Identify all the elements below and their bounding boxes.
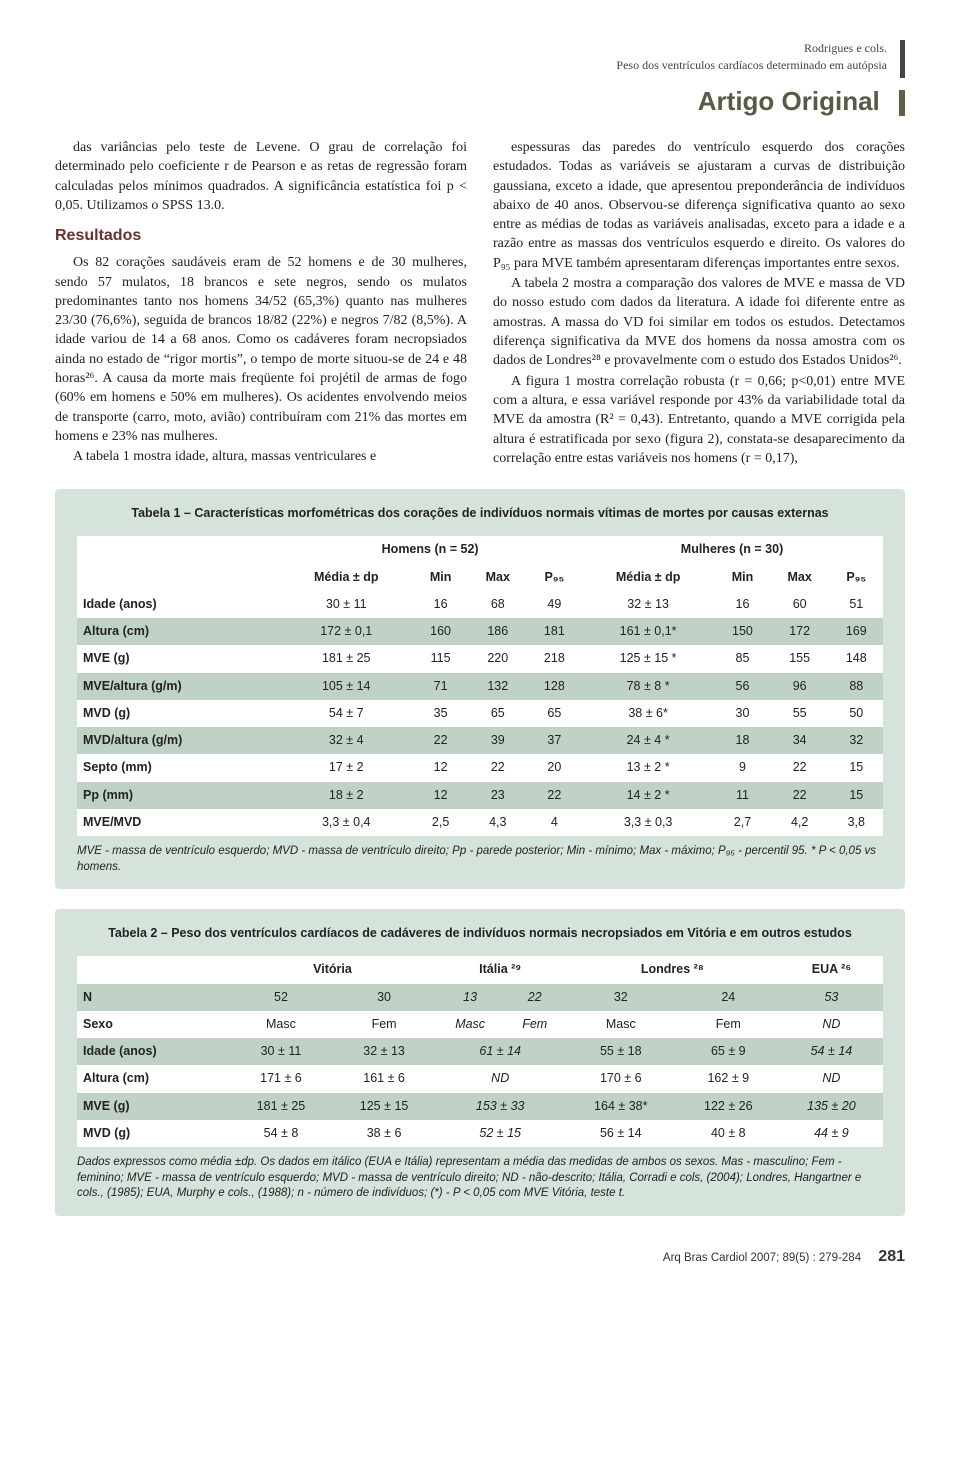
column-left: das variâncias pelo teste de Levene. O g…	[55, 138, 467, 469]
resultados-heading: Resultados	[55, 225, 467, 247]
table-row: MVD/altura (g/m)32 ± 422393724 ± 4 *1834…	[77, 727, 883, 754]
table-row: SexoMascFemMascFemMascFemND	[77, 1011, 883, 1038]
table-2-grid: Vitória Itália ²⁹ Londres ²⁸ EUA ²⁶ N523…	[77, 956, 883, 1147]
table-1-footnote: MVE - massa de ventrículo esquerdo; MVD …	[77, 844, 883, 875]
table-row: Septo (mm)17 ± 212222013 ± 2 *92215	[77, 754, 883, 781]
th-mulheres: Mulheres (n = 30)	[581, 536, 883, 563]
para-l1: das variâncias pelo teste de Levene. O g…	[55, 138, 467, 215]
table-1-title: Tabela 1 – Características morfométricas…	[77, 505, 883, 522]
section-label-text: Artigo Original	[698, 86, 880, 116]
header-rule	[900, 40, 905, 78]
table-row: MVE/altura (g/m)105 ± 147113212878 ± 8 *…	[77, 673, 883, 700]
table-row: MVD (g)54 ± 838 ± 652 ± 1556 ± 1440 ± 84…	[77, 1120, 883, 1147]
running-title: Peso dos ventrículos cardíacos determina…	[616, 58, 887, 72]
page-footer: Arq Bras Cardiol 2007; 89(5) : 279-284 2…	[55, 1246, 905, 1268]
section-mark	[899, 90, 905, 116]
table-row: Idade (anos)30 ± 1132 ± 1361 ± 1455 ± 18…	[77, 1038, 883, 1065]
table-row: N52301322322453	[77, 984, 883, 1011]
section-label: Artigo Original	[55, 84, 905, 120]
para-r2: A tabela 2 mostra a comparação dos valor…	[493, 274, 905, 371]
table-1: Tabela 1 – Características morfométricas…	[55, 489, 905, 889]
table-row: Altura (cm)172 ± 0,1160186181161 ± 0,1*1…	[77, 618, 883, 645]
citation: Arq Bras Cardiol 2007; 89(5) : 279-284	[663, 1252, 861, 1264]
running-head: Rodrigues e cols. Peso dos ventrículos c…	[55, 40, 905, 78]
table-1-group-row: Homens (n = 52) Mulheres (n = 30)	[77, 536, 883, 563]
table-row: Altura (cm)171 ± 6161 ± 6ND170 ± 6162 ± …	[77, 1065, 883, 1092]
table-1-grid: Homens (n = 52) Mulheres (n = 30) Média …	[77, 536, 883, 836]
table-row: Idade (anos)30 ± 1116684932 ± 13166051	[77, 591, 883, 618]
page-number: 281	[878, 1248, 905, 1265]
table-2: Tabela 2 – Peso dos ventrículos cardíaco…	[55, 909, 905, 1216]
para-l3: A tabela 1 mostra idade, altura, massas …	[55, 447, 467, 466]
para-r1: espessuras das paredes do ventrículo esq…	[493, 138, 905, 273]
column-right: espessuras das paredes do ventrículo esq…	[493, 138, 905, 469]
table-row: MVE (g)181 ± 25115220218125 ± 15 *851551…	[77, 645, 883, 672]
table-1-col-row: Média ± dp Min Max P₉₅ Média ± dp Min Ma…	[77, 564, 883, 591]
table-row: MVD (g)54 ± 735656538 ± 6*305550	[77, 700, 883, 727]
table-2-title: Tabela 2 – Peso dos ventrículos cardíaco…	[77, 925, 883, 942]
table-row: MVE/MVD3,3 ± 0,42,54,343,3 ± 0,32,74,23,…	[77, 809, 883, 836]
para-r3: A figura 1 mostra correlação robusta (r …	[493, 372, 905, 469]
para-l2: Os 82 corações saudáveis eram de 52 home…	[55, 253, 467, 446]
th-homens: Homens (n = 52)	[279, 536, 581, 563]
table-row: Pp (mm)18 ± 212232214 ± 2 *112215	[77, 782, 883, 809]
table-2-group-row: Vitória Itália ²⁹ Londres ²⁸ EUA ²⁶	[77, 956, 883, 983]
table-row: MVE (g)181 ± 25125 ± 15153 ± 33164 ± 38*…	[77, 1093, 883, 1120]
table-2-footnote: Dados expressos como média ±dp. Os dados…	[77, 1155, 883, 1202]
text-columns: das variâncias pelo teste de Levene. O g…	[55, 138, 905, 469]
authors-line: Rodrigues e cols.	[804, 41, 887, 55]
